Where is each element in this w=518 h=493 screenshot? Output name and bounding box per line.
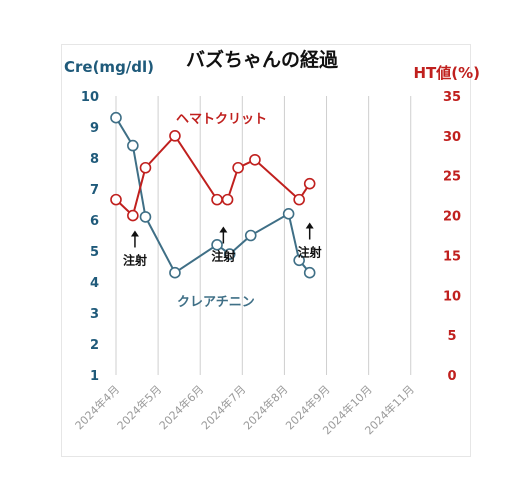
data-point-creatinine bbox=[223, 248, 236, 260]
y-axis-right-ticks: 0 5 10 15 20 25 30 35 bbox=[443, 90, 461, 384]
annotation-arrowhead bbox=[305, 222, 314, 229]
data-point-hematocrit bbox=[232, 161, 244, 174]
x-tick-label: 2024年7月 bbox=[198, 382, 248, 432]
y-axis-left-label: Cre(mg/dl) bbox=[64, 58, 154, 76]
y-left-tick-label: 10 bbox=[81, 90, 99, 105]
data-point-creatinine bbox=[110, 111, 122, 124]
y-left-tick-label: 6 bbox=[90, 214, 99, 229]
y-right-tick-label: 10 bbox=[443, 289, 461, 304]
data-point-hematocrit bbox=[110, 193, 122, 206]
chart-title: バズちゃんの経過 bbox=[186, 48, 339, 71]
y-left-tick-label: 4 bbox=[90, 276, 99, 291]
data-point-creatinine bbox=[127, 139, 139, 152]
data-point-hematocrit bbox=[127, 209, 139, 222]
y-right-tick-label: 25 bbox=[443, 170, 461, 185]
data-point-creatinine bbox=[282, 208, 295, 220]
data-point-hematocrit bbox=[249, 153, 261, 166]
series-label-hematocrit: ヘマトクリット bbox=[176, 112, 267, 127]
y-left-tick-label: 1 bbox=[90, 369, 99, 384]
data-point-creatinine bbox=[139, 211, 152, 223]
gridlines bbox=[115, 96, 412, 375]
series-label-creatinine: クレアチニン bbox=[177, 295, 255, 310]
x-tick-label: 2024年4月 bbox=[72, 382, 122, 432]
y-right-tick-label: 5 bbox=[447, 329, 456, 344]
x-tick-label: 2024年5月 bbox=[114, 382, 164, 432]
chart-frame bbox=[61, 44, 471, 457]
y-right-tick-label: 20 bbox=[443, 210, 461, 225]
data-point-creatinine bbox=[303, 266, 316, 279]
annotation-label: 注射 bbox=[123, 252, 147, 267]
x-axis-ticks: 2024年4月2024年5月2024年6月2024年7月2024年8月2024年… bbox=[72, 382, 417, 437]
y-right-tick-label: 0 bbox=[447, 369, 456, 384]
data-point-hematocrit bbox=[169, 130, 181, 142]
y-left-tick-label: 7 bbox=[90, 183, 99, 198]
data-point-hematocrit bbox=[221, 193, 234, 206]
data-point-creatinine bbox=[293, 254, 305, 267]
data-point-hematocrit bbox=[293, 193, 305, 206]
y-left-tick-label: 3 bbox=[90, 307, 99, 322]
series-layer bbox=[110, 111, 316, 279]
y-left-tick-label: 5 bbox=[90, 245, 99, 260]
y-axis-right-label: HT値(%) bbox=[413, 64, 480, 82]
y-left-tick-label: 9 bbox=[90, 121, 99, 136]
data-point-hematocrit bbox=[303, 177, 316, 190]
annotation-label: 注射 bbox=[211, 248, 235, 263]
annotation-arrowhead bbox=[219, 226, 228, 233]
y-axis-left-ticks: 1 2 3 4 5 6 7 8 9 10 bbox=[81, 90, 99, 384]
data-point-hematocrit bbox=[139, 161, 152, 174]
data-point-creatinine bbox=[169, 266, 181, 279]
data-point-hematocrit bbox=[211, 193, 223, 206]
annotations: 注射 注射 注射 bbox=[123, 222, 322, 267]
y-right-tick-label: 35 bbox=[443, 90, 461, 105]
series-line-creatinine bbox=[115, 117, 311, 275]
y-right-tick-label: 15 bbox=[443, 249, 461, 264]
y-left-tick-label: 2 bbox=[90, 338, 99, 353]
annotation-label: 注射 bbox=[298, 245, 322, 260]
x-tick-label: 2024年6月 bbox=[156, 382, 206, 432]
y-left-tick-label: 8 bbox=[90, 152, 99, 167]
y-right-tick-label: 30 bbox=[443, 130, 461, 145]
data-point-creatinine bbox=[211, 239, 223, 251]
data-point-creatinine bbox=[244, 229, 257, 242]
x-tick-label: 2024年8月 bbox=[240, 382, 290, 432]
annotation-arrowhead bbox=[130, 230, 139, 237]
